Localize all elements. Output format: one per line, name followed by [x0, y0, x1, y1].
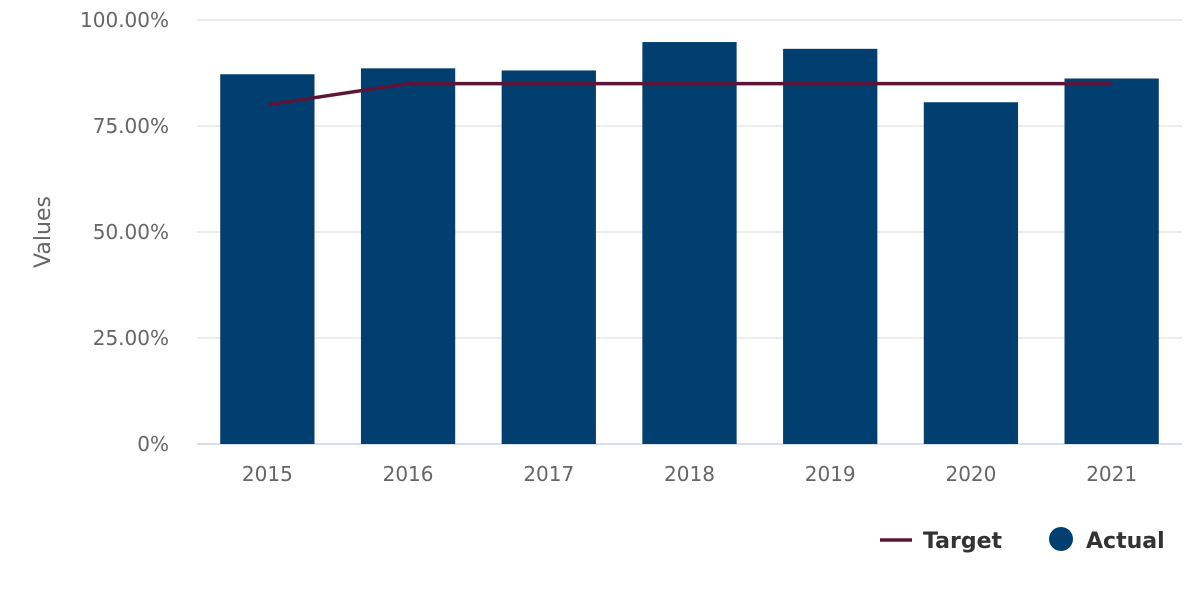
legend-label: Target	[923, 529, 1003, 554]
x-tick-label: 2020	[945, 462, 996, 486]
target-line[interactable]	[267, 81, 1112, 107]
bar[interactable]	[360, 68, 456, 444]
legend-item-actual[interactable]: Actual	[1049, 527, 1165, 554]
y-tick-label: 100.00%	[80, 8, 169, 32]
bar[interactable]	[501, 70, 596, 445]
y-tick-label: 75.00%	[93, 114, 169, 138]
y-tick-label: 25.00%	[93, 326, 169, 350]
actual-bars	[220, 42, 1159, 445]
bar[interactable]	[220, 74, 315, 444]
target-line-series	[267, 81, 1112, 107]
legend-item-target[interactable]: Target	[880, 529, 1003, 554]
bar[interactable]	[783, 48, 878, 444]
x-tick-label: 2015	[242, 462, 293, 486]
x-tick-label: 2019	[805, 462, 856, 486]
y-tick-label: 50.00%	[93, 220, 169, 244]
x-tick-label: 2017	[523, 462, 574, 486]
bar[interactable]	[1064, 78, 1159, 445]
bar[interactable]	[923, 102, 1019, 445]
x-tick-label: 2018	[664, 462, 715, 486]
legend-label: Actual	[1086, 529, 1165, 554]
x-axis-ticks: 2015 2016 2017 2018 2019 2020 2021	[242, 462, 1137, 486]
y-tick-label: 0%	[137, 432, 169, 456]
bar[interactable]	[642, 42, 737, 444]
legend: Target Actual	[880, 527, 1165, 554]
legend-circle-swatch	[1049, 527, 1073, 551]
y-axis-ticks: 0% 25.00% 50.00% 75.00% 100.00%	[80, 8, 169, 456]
x-tick-label: 2021	[1086, 462, 1137, 486]
y-axis-title: Values	[31, 196, 56, 268]
x-tick-label: 2016	[383, 462, 434, 486]
